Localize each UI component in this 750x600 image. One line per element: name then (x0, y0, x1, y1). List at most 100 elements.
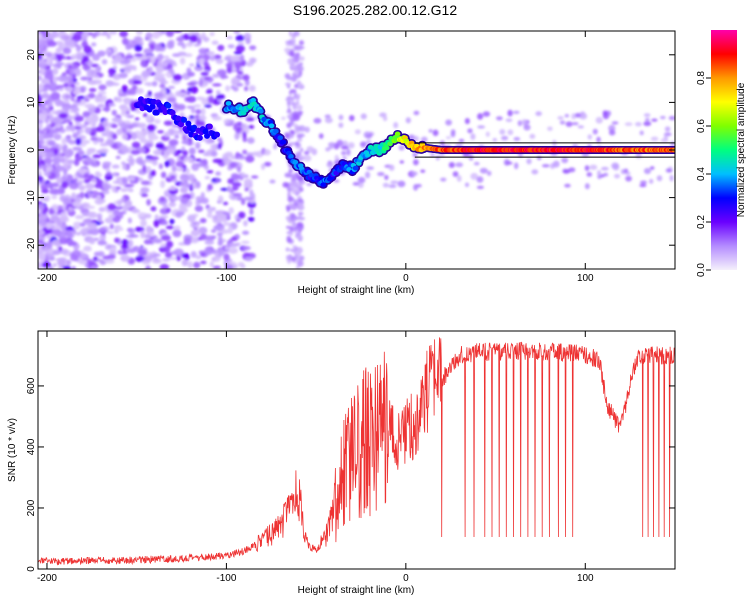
spectral-noise-blob (202, 152, 210, 157)
spectral-noise-blob (338, 114, 344, 121)
spectral-noise-blob (47, 247, 54, 255)
spectral-noise-blob (232, 182, 242, 187)
spectral-noise-blob (230, 195, 238, 200)
spectral-noise-blob (114, 209, 119, 215)
spectral-noise-blob (225, 85, 231, 92)
spectral-noise-blob (217, 44, 225, 51)
spectral-noise-blob (52, 67, 59, 76)
spectral-noise-blob (196, 162, 204, 167)
spectral-noise-blob (134, 44, 143, 52)
spectral-noise-blob (292, 245, 297, 249)
spectral-noise-blob (470, 172, 479, 180)
spectral-noise-blob (140, 219, 147, 227)
spectral-noise-blob (61, 137, 67, 145)
spectral-ridge-point (153, 109, 160, 116)
spectral-noise-blob (111, 123, 118, 129)
spectral-noise-blob (413, 110, 420, 116)
spectral-noise-blob (293, 202, 299, 206)
spectral-noise-blob (87, 92, 96, 99)
spectral-noise-blob (123, 123, 130, 130)
spectral-noise-blob (161, 246, 171, 253)
spectral-noise-blob (432, 129, 439, 137)
spectral-noise-blob (557, 116, 564, 120)
spectral-noise-blob (186, 82, 197, 86)
spectral-noise-blob (60, 156, 66, 164)
spectral-noise-blob (200, 107, 206, 116)
spectral-noise-blob (243, 86, 249, 92)
spectral-noise-blob (204, 235, 215, 241)
spectral-noise-blob (222, 201, 229, 206)
spectral-noise-blob (176, 167, 185, 172)
spectral-noise-blob (212, 116, 222, 121)
spectral-noise-blob (99, 148, 109, 154)
spectral-noise-blob (47, 139, 56, 147)
spectral-noise-blob (126, 177, 135, 181)
snr-frame (37, 330, 676, 570)
spectral-noise-blob (663, 134, 669, 141)
spectral-noise-blob (121, 132, 128, 140)
spectral-noise-blob (388, 184, 397, 188)
spectral-noise-blob (290, 181, 299, 187)
spectral-noise-blob (298, 125, 306, 132)
spectral-noise-blob (152, 235, 157, 239)
spectral-noise-blob (52, 230, 60, 236)
spectral-noise-blob (55, 165, 65, 172)
spectral-noise-blob (62, 168, 68, 175)
spectral-noise-blob (112, 172, 118, 177)
spectral-noise-blob (295, 71, 299, 76)
spectral-noise-blob (57, 266, 63, 269)
spectral-noise-blob (541, 164, 550, 168)
spectral-noise-blob (360, 113, 367, 120)
spectral-noise-blob (382, 182, 390, 188)
spectral-noise-blob (234, 61, 242, 69)
snr-x-axis-label: Height of straight line (km) (298, 585, 415, 596)
spectral-noise-blob (90, 121, 97, 128)
spectral-noise-blob (625, 175, 632, 182)
colorbar-label: Normalized spectral amplitude (736, 82, 747, 217)
spectral-noise-blob (73, 68, 82, 75)
spectral-noise-blob (51, 110, 57, 115)
spectral-noise-blob (602, 110, 608, 116)
spectral-noise-blob (38, 33, 43, 40)
spectral-noise-blob (564, 183, 571, 188)
spectral-ridge-point (277, 135, 284, 141)
spectral-noise-blob (217, 195, 224, 204)
spectral-ridge-point (288, 154, 294, 159)
spectral-noise-blob (665, 168, 672, 173)
spectral-noise-blob (88, 261, 93, 267)
spectral-ridge-point (149, 103, 156, 110)
spectral-noise-blob (464, 117, 470, 125)
spectral-noise-blob (357, 177, 366, 184)
snr-series-line (38, 337, 675, 566)
spectral-noise-blob (72, 146, 83, 151)
spectral-noise-blob (87, 147, 97, 152)
spectral-noise-blob (212, 83, 222, 87)
colorbar-gradient (711, 30, 737, 270)
spectral-noise-blob (643, 113, 651, 117)
spectral-ridge-point (196, 134, 203, 141)
spectral-noise-blob (143, 82, 152, 86)
spectral-noise-blob (93, 251, 100, 257)
spectral-noise-blob (160, 171, 167, 179)
spectral-noise-blob (200, 71, 209, 76)
spectral-ridge-point (280, 139, 287, 145)
spectral-noise-blob (139, 216, 147, 220)
spectral-noise-blob (135, 157, 144, 165)
snr-y-tick-label: 400 (26, 438, 37, 455)
spectral-noise-blob (211, 229, 217, 233)
spectral-noise-blob (193, 43, 201, 47)
spectral-noise-blob (59, 34, 69, 41)
spectral-noise-blob (88, 79, 97, 86)
spectral-noise-blob (54, 54, 63, 58)
spectral-noise-blob (243, 220, 248, 227)
spectral-noise-blob (284, 47, 291, 53)
spectral-noise-blob (230, 237, 239, 241)
spectral-noise-blob (230, 173, 239, 179)
spectral-noise-blob (88, 222, 98, 229)
spectral-noise-blob (399, 160, 404, 164)
spectral-noise-blob (84, 98, 90, 102)
spectral-noise-blob (327, 160, 333, 164)
spectral-noise-blob (59, 216, 70, 223)
spectral-noise-blob (476, 185, 485, 189)
spectral-noise-blob (601, 166, 609, 171)
